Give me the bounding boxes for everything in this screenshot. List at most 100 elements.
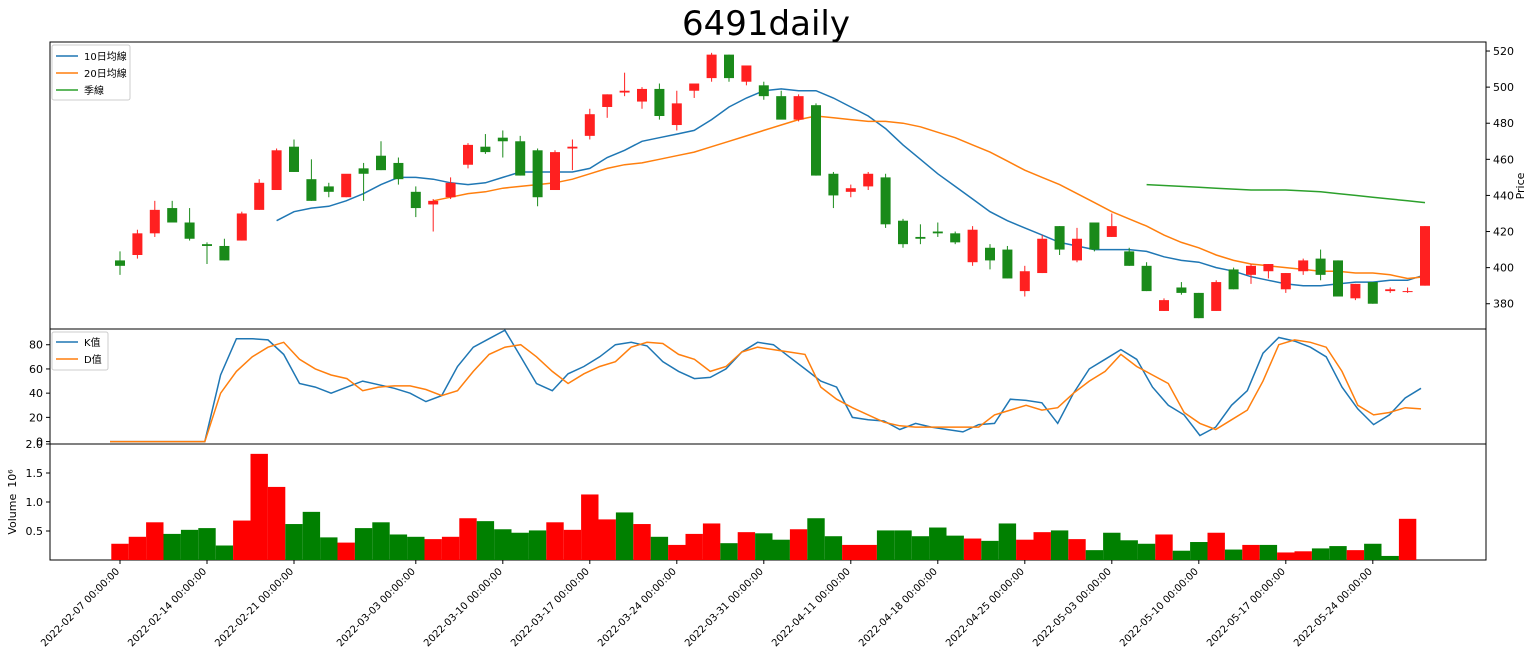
- candle-body: [1159, 300, 1169, 311]
- volume-bar: [1311, 548, 1330, 560]
- volume-bar: [337, 542, 355, 560]
- volume-bar: [528, 530, 547, 560]
- x-tick-label: 2022-05-24 00:00:00: [1292, 566, 1375, 649]
- candle-body: [376, 155, 386, 171]
- volume-bar: [668, 544, 686, 560]
- candle-body: [811, 105, 821, 176]
- price-legend-label: 10日均線: [84, 50, 127, 63]
- volume-bar: [772, 539, 790, 560]
- volume-bar: [1050, 530, 1069, 560]
- candlesticks: [115, 52, 1430, 319]
- candle-body: [149, 209, 160, 234]
- x-tick-label: 2022-04-25 00:00:00: [944, 566, 1027, 649]
- volume-axis-multiplier: 10⁶: [6, 469, 19, 488]
- volume-bar: [598, 519, 616, 560]
- volume-bar: [441, 536, 460, 560]
- candle-body: [1420, 226, 1430, 286]
- volume-bar: [128, 536, 147, 560]
- candle-body: [1019, 271, 1030, 292]
- volume-bar: [198, 528, 216, 560]
- kd-legend: K值 D值: [51, 331, 109, 371]
- candle-body: [1315, 258, 1326, 275]
- price-tick-label: 400: [1493, 262, 1514, 275]
- candle-body: [497, 137, 508, 142]
- chart-title: 6491daily: [682, 4, 850, 44]
- volume-tick-label: 1.0: [26, 496, 44, 509]
- volume-bar: [424, 539, 442, 560]
- volume-bar: [407, 536, 425, 560]
- volume-panel: 0.5 1.0 1.5 2.0 Volume 10⁶: [6, 438, 1487, 561]
- kd-tick-label: 60: [29, 363, 43, 376]
- candle-body: [132, 233, 143, 255]
- price-legend-label: 季線: [84, 84, 104, 97]
- volume-bar: [372, 522, 390, 560]
- volume-bar: [1364, 543, 1382, 560]
- x-tick-label: 2022-03-10 00:00:00: [422, 566, 505, 649]
- candle-body: [1298, 260, 1309, 272]
- volume-bar: [1120, 540, 1138, 560]
- volume-bar: [302, 511, 321, 560]
- x-tick-label: 2022-04-11 00:00:00: [770, 566, 853, 649]
- volume-bar: [267, 486, 286, 560]
- candle-body: [758, 85, 769, 97]
- volume-bar: [563, 529, 582, 560]
- candle-body: [793, 96, 804, 120]
- volume-bar: [1242, 544, 1260, 560]
- volume-bar: [233, 520, 251, 560]
- volume-bar: [1398, 518, 1417, 560]
- candle-body: [167, 208, 178, 223]
- candle-body: [306, 179, 317, 201]
- volume-bar: [1103, 532, 1121, 560]
- candle-body: [393, 162, 404, 180]
- candle-body: [637, 88, 647, 102]
- candle-body: [550, 152, 560, 191]
- volume-tick-label: 2.0: [26, 438, 44, 451]
- volume-bar: [702, 523, 721, 560]
- ma-line-1: [433, 115, 1426, 280]
- candle-body: [985, 247, 995, 261]
- candle-body: [845, 188, 856, 192]
- x-tick-label: 2022-02-21 00:00:00: [213, 566, 296, 649]
- candle-body: [1246, 265, 1256, 275]
- volume-bar: [615, 512, 634, 560]
- candle-body: [219, 245, 230, 261]
- candle-body: [323, 186, 334, 192]
- volume-bar: [633, 524, 651, 560]
- price-tick-label: 480: [1493, 117, 1514, 130]
- price-axes-frame: [49, 41, 1487, 330]
- candle-body: [1280, 273, 1291, 290]
- candle-body: [202, 244, 212, 246]
- candle-body: [706, 54, 717, 79]
- candle-body: [1228, 269, 1239, 290]
- volume-bar: [146, 522, 164, 560]
- kd-panel: 0 20 40 60 80 K值 D值: [29, 328, 1487, 449]
- candle-body: [515, 141, 526, 176]
- volume-bar: [807, 518, 825, 560]
- price-tick-label: 520: [1493, 45, 1514, 58]
- volume-bar: [389, 534, 408, 560]
- candle-body: [1333, 260, 1343, 297]
- candle-body: [602, 94, 613, 107]
- candle-body: [950, 233, 961, 243]
- candle-body: [271, 150, 282, 191]
- volume-bar: [320, 537, 338, 560]
- candle-body: [689, 83, 700, 91]
- volume-bar: [911, 536, 930, 560]
- candle-body: [863, 173, 874, 187]
- price-axis-label: Price: [1514, 172, 1527, 199]
- volume-bar: [842, 544, 860, 560]
- volume-bar: [476, 521, 495, 560]
- candle-body: [671, 103, 682, 126]
- volume-axis-name: Volume: [6, 494, 19, 535]
- kd-tick-label: 80: [29, 339, 43, 352]
- candle-body: [254, 182, 265, 210]
- candle-body: [828, 173, 839, 196]
- volume-bar: [1155, 534, 1173, 560]
- x-tick-label: 2022-05-17 00:00:00: [1205, 566, 1288, 649]
- ma-line-2: [1146, 183, 1426, 204]
- candle-body: [584, 114, 595, 136]
- candle-body: [1385, 289, 1396, 292]
- volume-bar: [215, 545, 234, 560]
- x-tick-label: 2022-03-17 00:00:00: [509, 566, 592, 649]
